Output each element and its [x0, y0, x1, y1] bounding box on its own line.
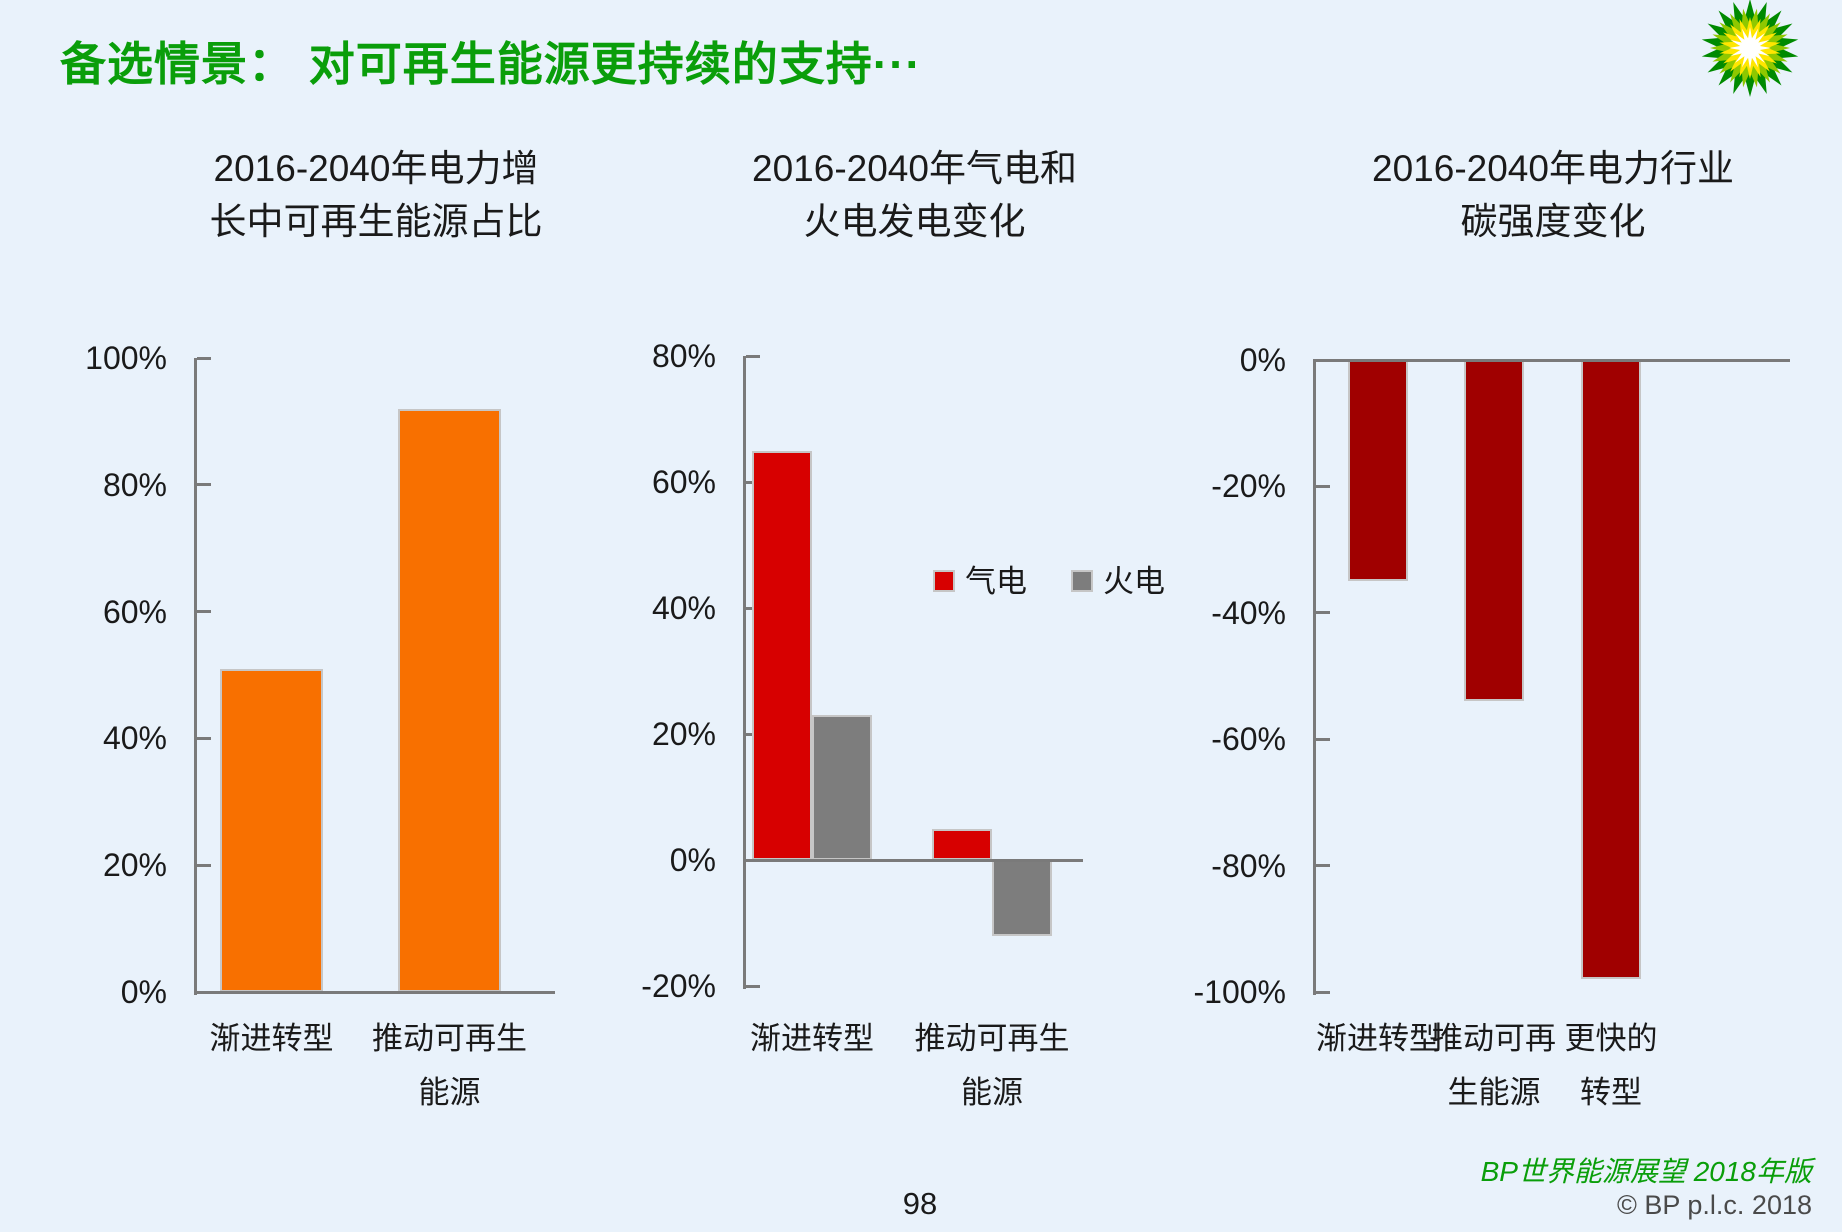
- y-axis-label: 60%: [102, 593, 167, 630]
- y-axis-label: 60%: [651, 464, 716, 500]
- category-label: 渐进转型: [112, 1012, 432, 1066]
- chart-title-line: 2016-2040年电力行业: [1372, 148, 1734, 189]
- y-axis-label: 40%: [102, 720, 167, 757]
- y-axis-label: 80%: [651, 338, 716, 374]
- chart-title: 2016-2040年电力增 长中可再生能源占比: [17, 142, 735, 248]
- y-axis-line: [1313, 360, 1316, 995]
- y-axis-label: 20%: [651, 716, 716, 752]
- bar-渐进转型: [220, 668, 323, 992]
- legend-swatch-火电: [1071, 570, 1093, 592]
- y-axis-line: [194, 358, 197, 995]
- page-number: 98: [902, 1186, 938, 1221]
- chart-title-line: 碳强度变化: [1460, 201, 1646, 242]
- y-axis-tick: [1316, 484, 1330, 488]
- category-label-line: 生能源: [1447, 1075, 1541, 1110]
- y-axis-label: 100%: [85, 340, 167, 376]
- category-label: 推动可再生能源: [832, 1012, 1152, 1120]
- bar-渐进转型: [1348, 360, 1408, 582]
- y-axis-label: 40%: [651, 590, 716, 626]
- slide-title: 备选情景： 对可再生能源更持续的支持···: [60, 38, 922, 90]
- category-label-line: 能源: [418, 1075, 481, 1110]
- y-axis-label: 0%: [669, 842, 716, 878]
- y-axis-tick: [197, 483, 211, 487]
- legend-swatch-气电: [933, 570, 955, 592]
- category-label: 更快的 转型: [1451, 1012, 1771, 1120]
- y-axis-label: 0%: [1239, 342, 1286, 378]
- legend-label-气电: 气电: [965, 564, 1027, 599]
- y-axis-label: -40%: [1211, 594, 1286, 631]
- y-axis-label: -20%: [641, 968, 716, 1004]
- category-label-line: 渐进转型: [750, 1021, 874, 1056]
- chart-title: 2016-2040年电力行业 碳强度变化: [1136, 142, 1842, 248]
- legend-label-火电: 火电: [1103, 564, 1165, 599]
- category-label: 推动可再生能源: [290, 1012, 610, 1120]
- category-label: 渐进转型: [1218, 1012, 1538, 1066]
- chart-title: 2016-2040年气电和 火电发电变化: [566, 142, 1263, 248]
- chart-title-line: 火电发电变化: [803, 201, 1026, 242]
- footer-source-text: BP世界能源展望 2018年版: [1480, 1156, 1812, 1187]
- category-label-line: 推动可再: [1432, 1021, 1556, 1056]
- y-axis-tick: [197, 610, 211, 614]
- category-label: 推动可再生能源: [1334, 1012, 1654, 1120]
- bar-更快的转型: [1581, 360, 1641, 980]
- y-axis-tick: [1316, 611, 1330, 615]
- category-label-line: 推动可再生: [914, 1021, 1070, 1056]
- bar-气电-渐进转型: [752, 450, 812, 860]
- y-axis-tick: [746, 984, 760, 988]
- bar-气电-推动可再生能源: [932, 828, 992, 860]
- category-label-line: 能源: [961, 1075, 1023, 1110]
- bar-火电-渐进转型: [812, 715, 872, 860]
- y-axis-label: -60%: [1211, 721, 1286, 758]
- y-axis-line: [743, 356, 746, 989]
- y-axis-tick: [197, 736, 211, 740]
- footer-copyright-text: © BP p.l.c. 2018: [1616, 1190, 1812, 1220]
- y-axis-tick: [197, 863, 211, 867]
- y-axis-tick: [746, 354, 760, 358]
- category-label-line: 推动可再生: [372, 1021, 527, 1056]
- y-axis-tick: [197, 356, 211, 360]
- y-axis-tick: [1316, 864, 1330, 868]
- y-axis-label: 20%: [102, 847, 167, 884]
- category-label-line: 转型: [1580, 1075, 1642, 1110]
- bar-火电-推动可再生能源: [992, 860, 1052, 936]
- y-axis-tick: [1316, 990, 1330, 994]
- y-axis-label: 80%: [102, 466, 167, 503]
- bp-helios-logo-icon: [1701, 0, 1799, 97]
- helios-center-burst: [1729, 27, 1771, 69]
- bar-推动可再生能源: [398, 408, 501, 992]
- chart-title-line: 2016-2040年气电和: [752, 148, 1077, 189]
- y-axis-label: -80%: [1211, 847, 1286, 884]
- y-axis-tick: [1316, 737, 1330, 741]
- category-label-line: 渐进转型: [209, 1021, 334, 1056]
- category-label-line: 渐进转型: [1316, 1021, 1440, 1056]
- y-axis-label: -20%: [1211, 468, 1286, 505]
- chart-title-line: 2016-2040年电力增: [213, 148, 539, 189]
- x-axis-baseline: [194, 990, 555, 994]
- x-axis-baseline: [743, 858, 1083, 862]
- bar-推动可再生能源: [1464, 360, 1524, 702]
- category-label-line: 更快的: [1564, 1021, 1658, 1056]
- category-label: 渐进转型: [652, 1012, 972, 1066]
- y-axis-label: -100%: [1193, 974, 1287, 1010]
- y-axis-label: 0%: [120, 974, 167, 1010]
- x-axis-baseline: [1313, 358, 1790, 362]
- chart-title-line: 长中可再生能源占比: [209, 201, 543, 242]
